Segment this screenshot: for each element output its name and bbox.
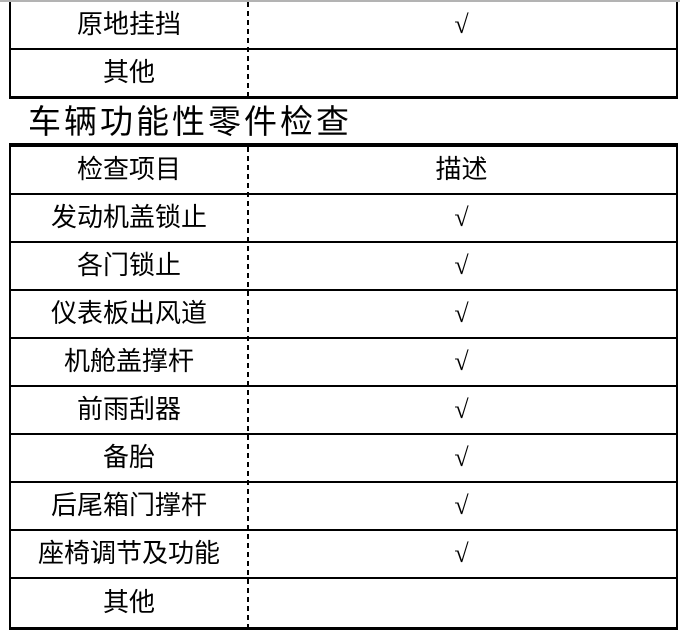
check-desc-cell: √ (454, 299, 469, 328)
check-item-cell: 机舱盖撑杆 (63, 347, 194, 376)
check-item-cell: 发动机盖锁止 (50, 203, 207, 232)
check-item-cell: 原地挂挡 (76, 10, 181, 39)
table-row: 备胎 √ (11, 435, 676, 483)
column-header-item: 检查项目 (76, 155, 181, 184)
table-row: 各门锁止 √ (11, 243, 676, 291)
check-item-cell: 各门锁止 (76, 251, 181, 280)
check-item-cell: 后尾箱门撑杆 (50, 491, 207, 520)
table-row: 原地挂挡 √ (11, 2, 676, 50)
table-row: 其他 (11, 50, 676, 96)
check-desc-cell: √ (454, 10, 469, 39)
column-divider (247, 2, 249, 96)
page-top-divider (0, 0, 680, 2)
table-row: 其他 (11, 579, 676, 627)
section-heading: 车辆功能性零件检查 (28, 105, 352, 141)
table-header-row: 检查项目 描述 (11, 147, 676, 195)
check-item-cell: 座椅调节及功能 (37, 539, 220, 568)
check-item-cell: 仪表板出风道 (50, 299, 207, 328)
check-desc-cell: √ (454, 251, 469, 280)
check-desc-cell: √ (454, 491, 469, 520)
table-row: 前雨刮器 √ (11, 387, 676, 435)
table-row: 机舱盖撑杆 √ (11, 339, 676, 387)
functional-parts-check-table: 检查项目 描述 发动机盖锁止 √ 各门锁止 √ 仪表板出风道 √ 机舱盖撑杆 √… (9, 143, 678, 630)
check-item-cell: 其他 (102, 58, 155, 87)
previous-checklist-table-fragment: 原地挂挡 √ 其他 (9, 2, 678, 99)
check-desc-cell: √ (454, 539, 469, 568)
check-desc-cell: √ (454, 203, 469, 232)
column-divider (247, 147, 249, 627)
table-row: 座椅调节及功能 √ (11, 531, 676, 579)
check-desc-cell: √ (454, 395, 469, 424)
table-row: 后尾箱门撑杆 √ (11, 483, 676, 531)
check-desc-cell (247, 579, 676, 627)
check-desc-cell: √ (454, 443, 469, 472)
column-header-desc: 描述 (435, 155, 488, 184)
check-desc-cell: √ (454, 347, 469, 376)
check-item-cell: 备胎 (102, 443, 155, 472)
table-row: 发动机盖锁止 √ (11, 195, 676, 243)
check-item-cell: 其他 (102, 588, 155, 617)
check-desc-cell (247, 50, 676, 96)
table-row: 仪表板出风道 √ (11, 291, 676, 339)
check-item-cell: 前雨刮器 (76, 395, 181, 424)
